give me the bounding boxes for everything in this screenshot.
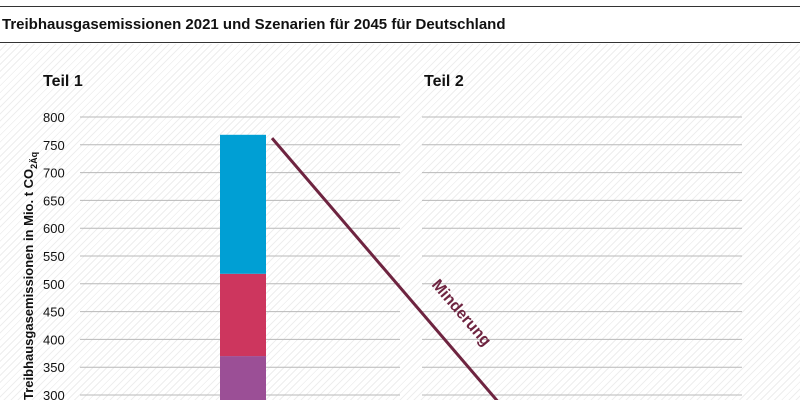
y-tick-label: 700: [43, 166, 65, 181]
minderung-line: [270, 137, 499, 400]
y-tick-label: 400: [43, 332, 65, 347]
y-tick-label: 650: [43, 193, 65, 208]
minderung-annotation: Minderung: [270, 137, 499, 400]
y-tick-label: 500: [43, 277, 65, 292]
stacked-bar-2021: [220, 134, 266, 400]
chart-title-bar: Treibhausgasemissionen 2021 und Szenarie…: [0, 6, 800, 43]
y-tick-label: 350: [43, 360, 65, 375]
bar-segment-2: [220, 273, 266, 357]
panel-label-teil-1: Teil 1: [43, 73, 83, 90]
y-axis-label: Treibhausgasemissionen in Mio. t CO2Äq: [21, 152, 39, 400]
panel-label-teil-2: Teil 2: [424, 73, 464, 90]
gridlines: [80, 116, 742, 396]
bar-segment-3: [220, 134, 266, 274]
y-tick-label: 450: [43, 305, 65, 320]
chart-title: Treibhausgasemissionen 2021 und Szenarie…: [2, 16, 506, 33]
y-tick-label: 800: [43, 110, 65, 125]
bar-segment-1: [220, 356, 266, 400]
minderung-label: Minderung: [428, 277, 494, 350]
y-tick-label: 550: [43, 249, 65, 264]
y-tick-label: 750: [43, 138, 65, 153]
y-tick-label: 300: [43, 388, 65, 400]
y-tick-labels: 800 750 700 650 600 550 500 450 400 350 300: [43, 110, 65, 400]
y-tick-label: 600: [43, 221, 65, 236]
y-axis-label-subscript: 2Äq: [29, 152, 39, 169]
chart-background: [0, 44, 800, 400]
y-axis-label-main: Treibhausgasemissionen in Mio. t CO: [21, 169, 36, 400]
